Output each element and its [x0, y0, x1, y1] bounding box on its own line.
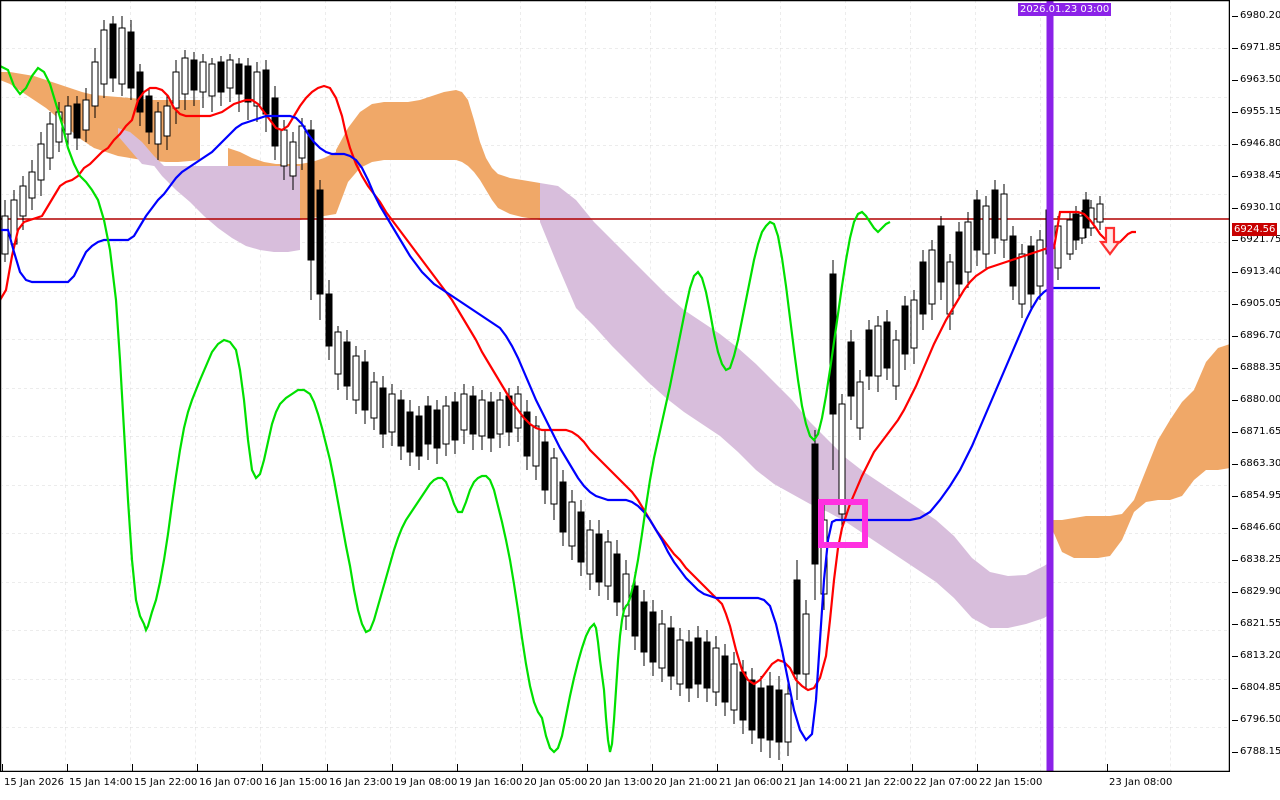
price-tick-mark [1232, 528, 1238, 529]
price-tick-label: 6863.30 [1240, 458, 1280, 469]
price-tick-label: 6813.20 [1240, 650, 1280, 661]
time-tick-label: 15 Jan 2026 [4, 777, 64, 788]
time-tick-mark [327, 764, 328, 772]
time-tick-label: 20 Jan 05:00 [524, 777, 588, 788]
time-tick-label: 15 Jan 22:00 [134, 777, 198, 788]
price-tick-mark [1232, 592, 1238, 593]
time-tick-label: 16 Jan 15:00 [264, 777, 328, 788]
sell-arrow-icon [1098, 226, 1122, 256]
price-tick-label: 6921.75 [1240, 234, 1280, 245]
price-tick-mark [1232, 752, 1238, 753]
price-tick-label: 6971.85 [1240, 42, 1280, 53]
time-tick-label: 20 Jan 21:00 [654, 777, 718, 788]
time-tick-mark [262, 764, 263, 772]
price-tick-mark [1232, 496, 1238, 497]
time-axis[interactable]: 15 Jan 2026 15 Jan 14:00 15 Jan 22:00 16 Ja… [0, 764, 1280, 800]
time-tick-label: 23 Jan 08:00 [1109, 777, 1173, 788]
chikou-span-line [0, 65, 891, 754]
price-tick-mark [1232, 400, 1238, 401]
time-tick-mark [522, 764, 523, 772]
current-price-label: 6924.56 [1232, 223, 1278, 236]
price-tick-mark [1232, 176, 1238, 177]
time-tick-label: 19 Jan 16:00 [459, 777, 523, 788]
price-tick-mark [1232, 144, 1238, 145]
crossover-box[interactable] [818, 499, 868, 548]
tenkan-sen-line [0, 84, 1136, 692]
time-tick-label: 22 Jan 07:00 [914, 777, 978, 788]
time-tick-mark [587, 764, 588, 772]
price-tick-mark [1232, 720, 1238, 721]
price-tick-label: 6838.25 [1240, 554, 1280, 565]
crosshair-vertical-line[interactable] [1046, 0, 1054, 772]
time-tick-label: 19 Jan 08:00 [394, 777, 458, 788]
price-tick-mark [1232, 432, 1238, 433]
price-tick-mark [1232, 272, 1238, 273]
price-tick-mark [1232, 464, 1238, 465]
price-tick-mark [1232, 48, 1238, 49]
time-tick-mark [67, 764, 68, 772]
time-tick-mark [912, 764, 913, 772]
time-tick-mark [652, 764, 653, 772]
price-tick-mark [1232, 16, 1238, 17]
time-tick-mark [782, 764, 783, 772]
price-tick-mark [1232, 304, 1238, 305]
time-tick-mark [457, 764, 458, 772]
price-tick-label: 6896.70 [1240, 330, 1280, 341]
price-tick-label: 6888.35 [1240, 362, 1280, 373]
price-tick-label: 6905.05 [1240, 298, 1280, 309]
price-tick-label: 6846.60 [1240, 522, 1280, 533]
price-tick-label: 6829.90 [1240, 586, 1280, 597]
price-tick-label: 6788.15 [1240, 746, 1280, 757]
kumo-future-cloud [1050, 344, 1230, 558]
price-tick-mark [1232, 240, 1238, 241]
time-tick-mark [392, 764, 393, 772]
kijun-sen-line [0, 114, 1100, 742]
price-tick-label: 6938.45 [1240, 170, 1280, 181]
price-tick-label: 6955.15 [1240, 106, 1280, 117]
chart-canvas [0, 0, 1230, 772]
time-tick-label: 22 Jan 15:00 [979, 777, 1043, 788]
time-tick-label: 20 Jan 13:00 [589, 777, 653, 788]
price-tick-mark [1232, 560, 1238, 561]
price-tick-label: 6913.40 [1240, 266, 1280, 277]
price-tick-label: 6946.80 [1240, 138, 1280, 149]
time-tick-label: 15 Jan 14:00 [69, 777, 133, 788]
time-tick-mark [197, 764, 198, 772]
grid-lines [2, 0, 1230, 772]
chart-plot-area[interactable] [0, 0, 1230, 772]
price-tick-mark [1232, 208, 1238, 209]
price-tick-mark [1232, 688, 1238, 689]
time-tick-mark [717, 764, 718, 772]
price-tick-label: 6880.00 [1240, 394, 1280, 405]
time-tick-label: 16 Jan 07:00 [199, 777, 263, 788]
price-tick-mark [1232, 112, 1238, 113]
time-tick-mark [2, 764, 3, 772]
time-tick-label: 21 Jan 22:00 [849, 777, 913, 788]
price-tick-label: 6930.10 [1240, 202, 1280, 213]
price-tick-label: 6980.20 [1240, 10, 1280, 21]
price-tick-label: 6871.65 [1240, 426, 1280, 437]
time-tick-mark [847, 764, 848, 772]
plot-border [0, 0, 1230, 772]
time-tick-label: 21 Jan 14:00 [784, 777, 848, 788]
price-tick-mark [1232, 368, 1238, 369]
price-tick-label: 6963.50 [1240, 74, 1280, 85]
time-tick-mark [132, 764, 133, 772]
time-tick-label: 16 Jan 23:00 [329, 777, 393, 788]
crosshair-time-label: 2026.01.23 03:00 [1018, 3, 1112, 16]
price-tick-mark [1232, 336, 1238, 337]
price-tick-label: 6821.55 [1240, 618, 1280, 629]
price-tick-label: 6854.95 [1240, 490, 1280, 501]
time-tick-mark [977, 764, 978, 772]
price-tick-mark [1232, 624, 1238, 625]
price-tick-label: 6796.50 [1240, 714, 1280, 725]
time-tick-mark [1107, 764, 1108, 772]
price-tick-label: 6804.85 [1240, 682, 1280, 693]
price-axis[interactable]: 6980.20 6971.85 6963.50 6955.15 6946.80 6938.… [1232, 0, 1280, 772]
price-tick-mark [1232, 80, 1238, 81]
price-tick-mark [1232, 656, 1238, 657]
time-tick-label: 21 Jan 06:00 [719, 777, 783, 788]
